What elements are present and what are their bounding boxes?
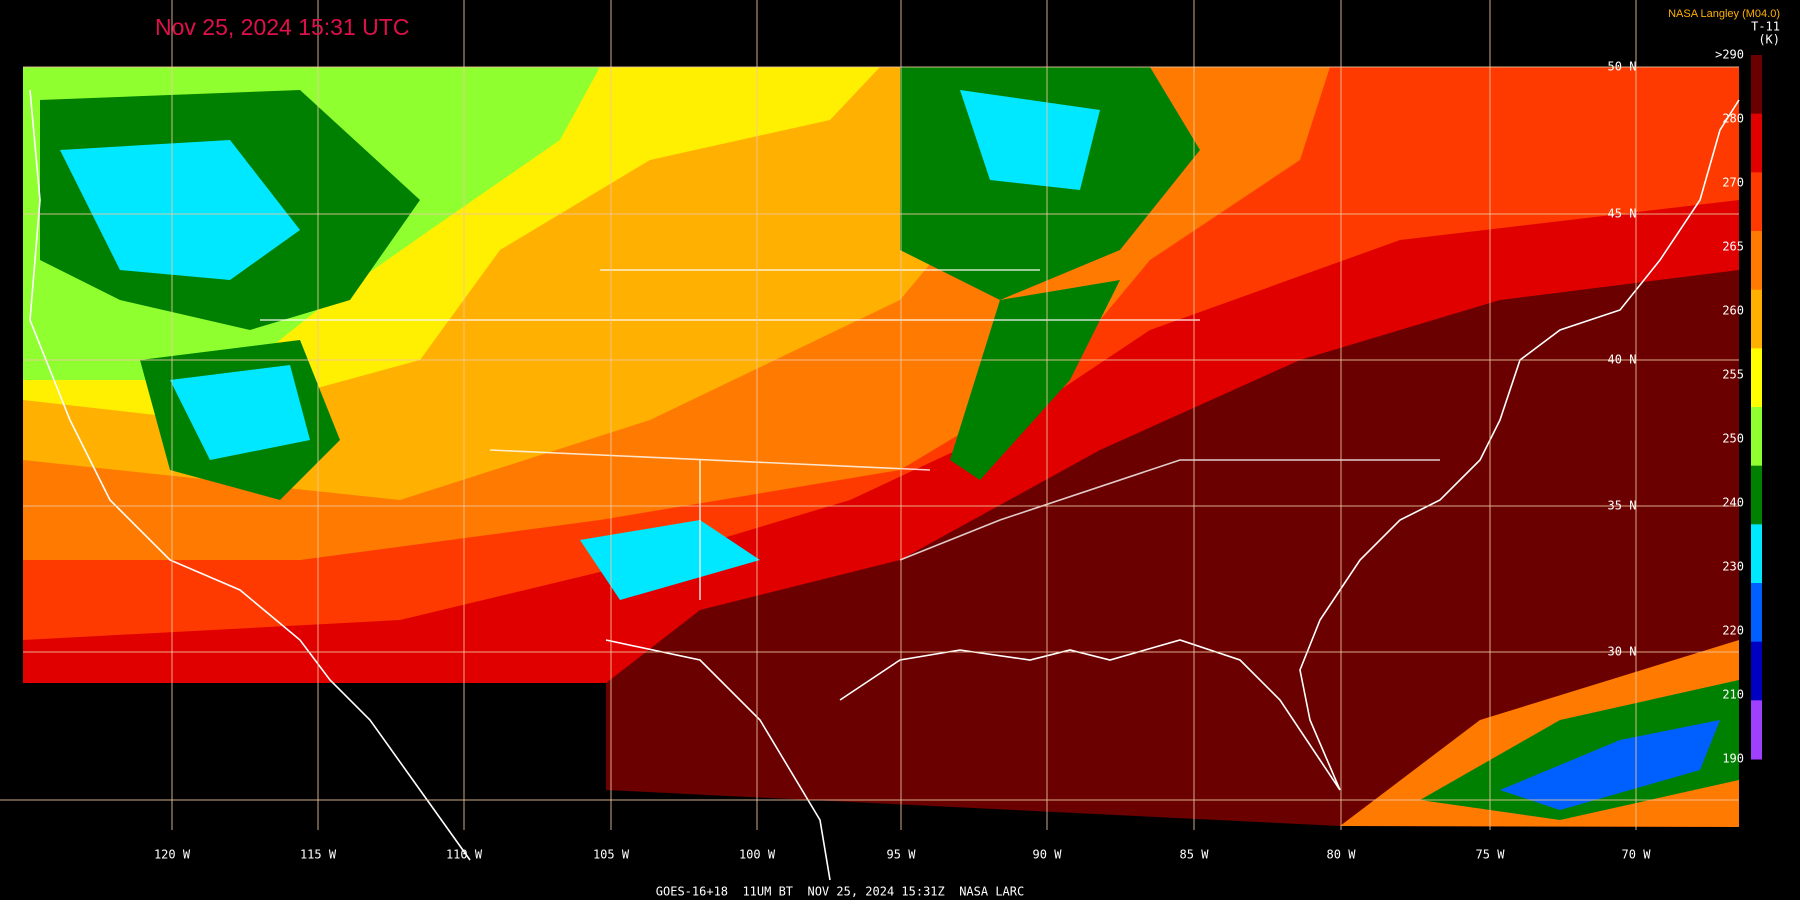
legend-title: T-11 [1751,20,1780,34]
lat-label: 45 N [1608,207,1637,221]
lon-label: 120 W [154,848,191,862]
colorbar-label: 280 [1722,112,1744,126]
credit: NASA Langley (M04.0) [1668,8,1780,20]
colorbar-segment [1751,113,1762,173]
colorbar-label: 270 [1722,176,1744,190]
lat-label: 30 N [1608,645,1637,659]
colorbar-label: 255 [1722,368,1744,382]
footer: GOES-16+18 11UM BT NOV 25, 2024 15:31Z N… [656,885,1024,899]
colorbar-segment [1751,231,1762,291]
lon-label: 105 W [593,848,630,862]
lat-label: 35 N [1608,499,1637,513]
lon-label: 70 W [1622,848,1652,862]
colorbar-segment [1751,700,1762,760]
lon-label: 85 W [1180,848,1210,862]
colorbar-segment [1751,172,1762,232]
lon-label: 100 W [739,848,776,862]
colorbar-label: >290 [1715,48,1744,62]
colorbar-segment [1751,407,1762,467]
lon-label: 110 W [446,848,483,862]
lon-label: 80 W [1327,848,1357,862]
colorbar-label: 220 [1722,624,1744,638]
lon-label: 95 W [887,848,917,862]
colorbar-label: 210 [1722,688,1744,702]
colorbar-label: 230 [1722,560,1744,574]
colorbar-segment [1751,289,1762,349]
colorbar-segment [1751,55,1762,115]
imagery [23,67,1739,827]
lon-label: 90 W [1033,848,1063,862]
colorbar-segment [1751,641,1762,701]
colorbar-label: 250 [1722,432,1744,446]
colorbar-segment [1751,524,1762,584]
lon-label: 115 W [300,848,337,862]
colorbar-segment [1751,583,1762,643]
colorbar-label: 260 [1722,304,1744,318]
lat-label: 50 N [1608,60,1637,74]
colorbar-segment [1751,465,1762,525]
lon-label: 75 W [1476,848,1506,862]
colorbar-label: 190 [1722,752,1744,766]
colorbar-label: 240 [1722,496,1744,510]
timestamp-title: Nov 25, 2024 15:31 UTC [155,14,409,40]
legend-unit: (K) [1758,33,1780,47]
colorbar-label: 265 [1722,240,1744,254]
lat-label: 40 N [1608,353,1637,367]
colorbar-segment [1751,348,1762,408]
